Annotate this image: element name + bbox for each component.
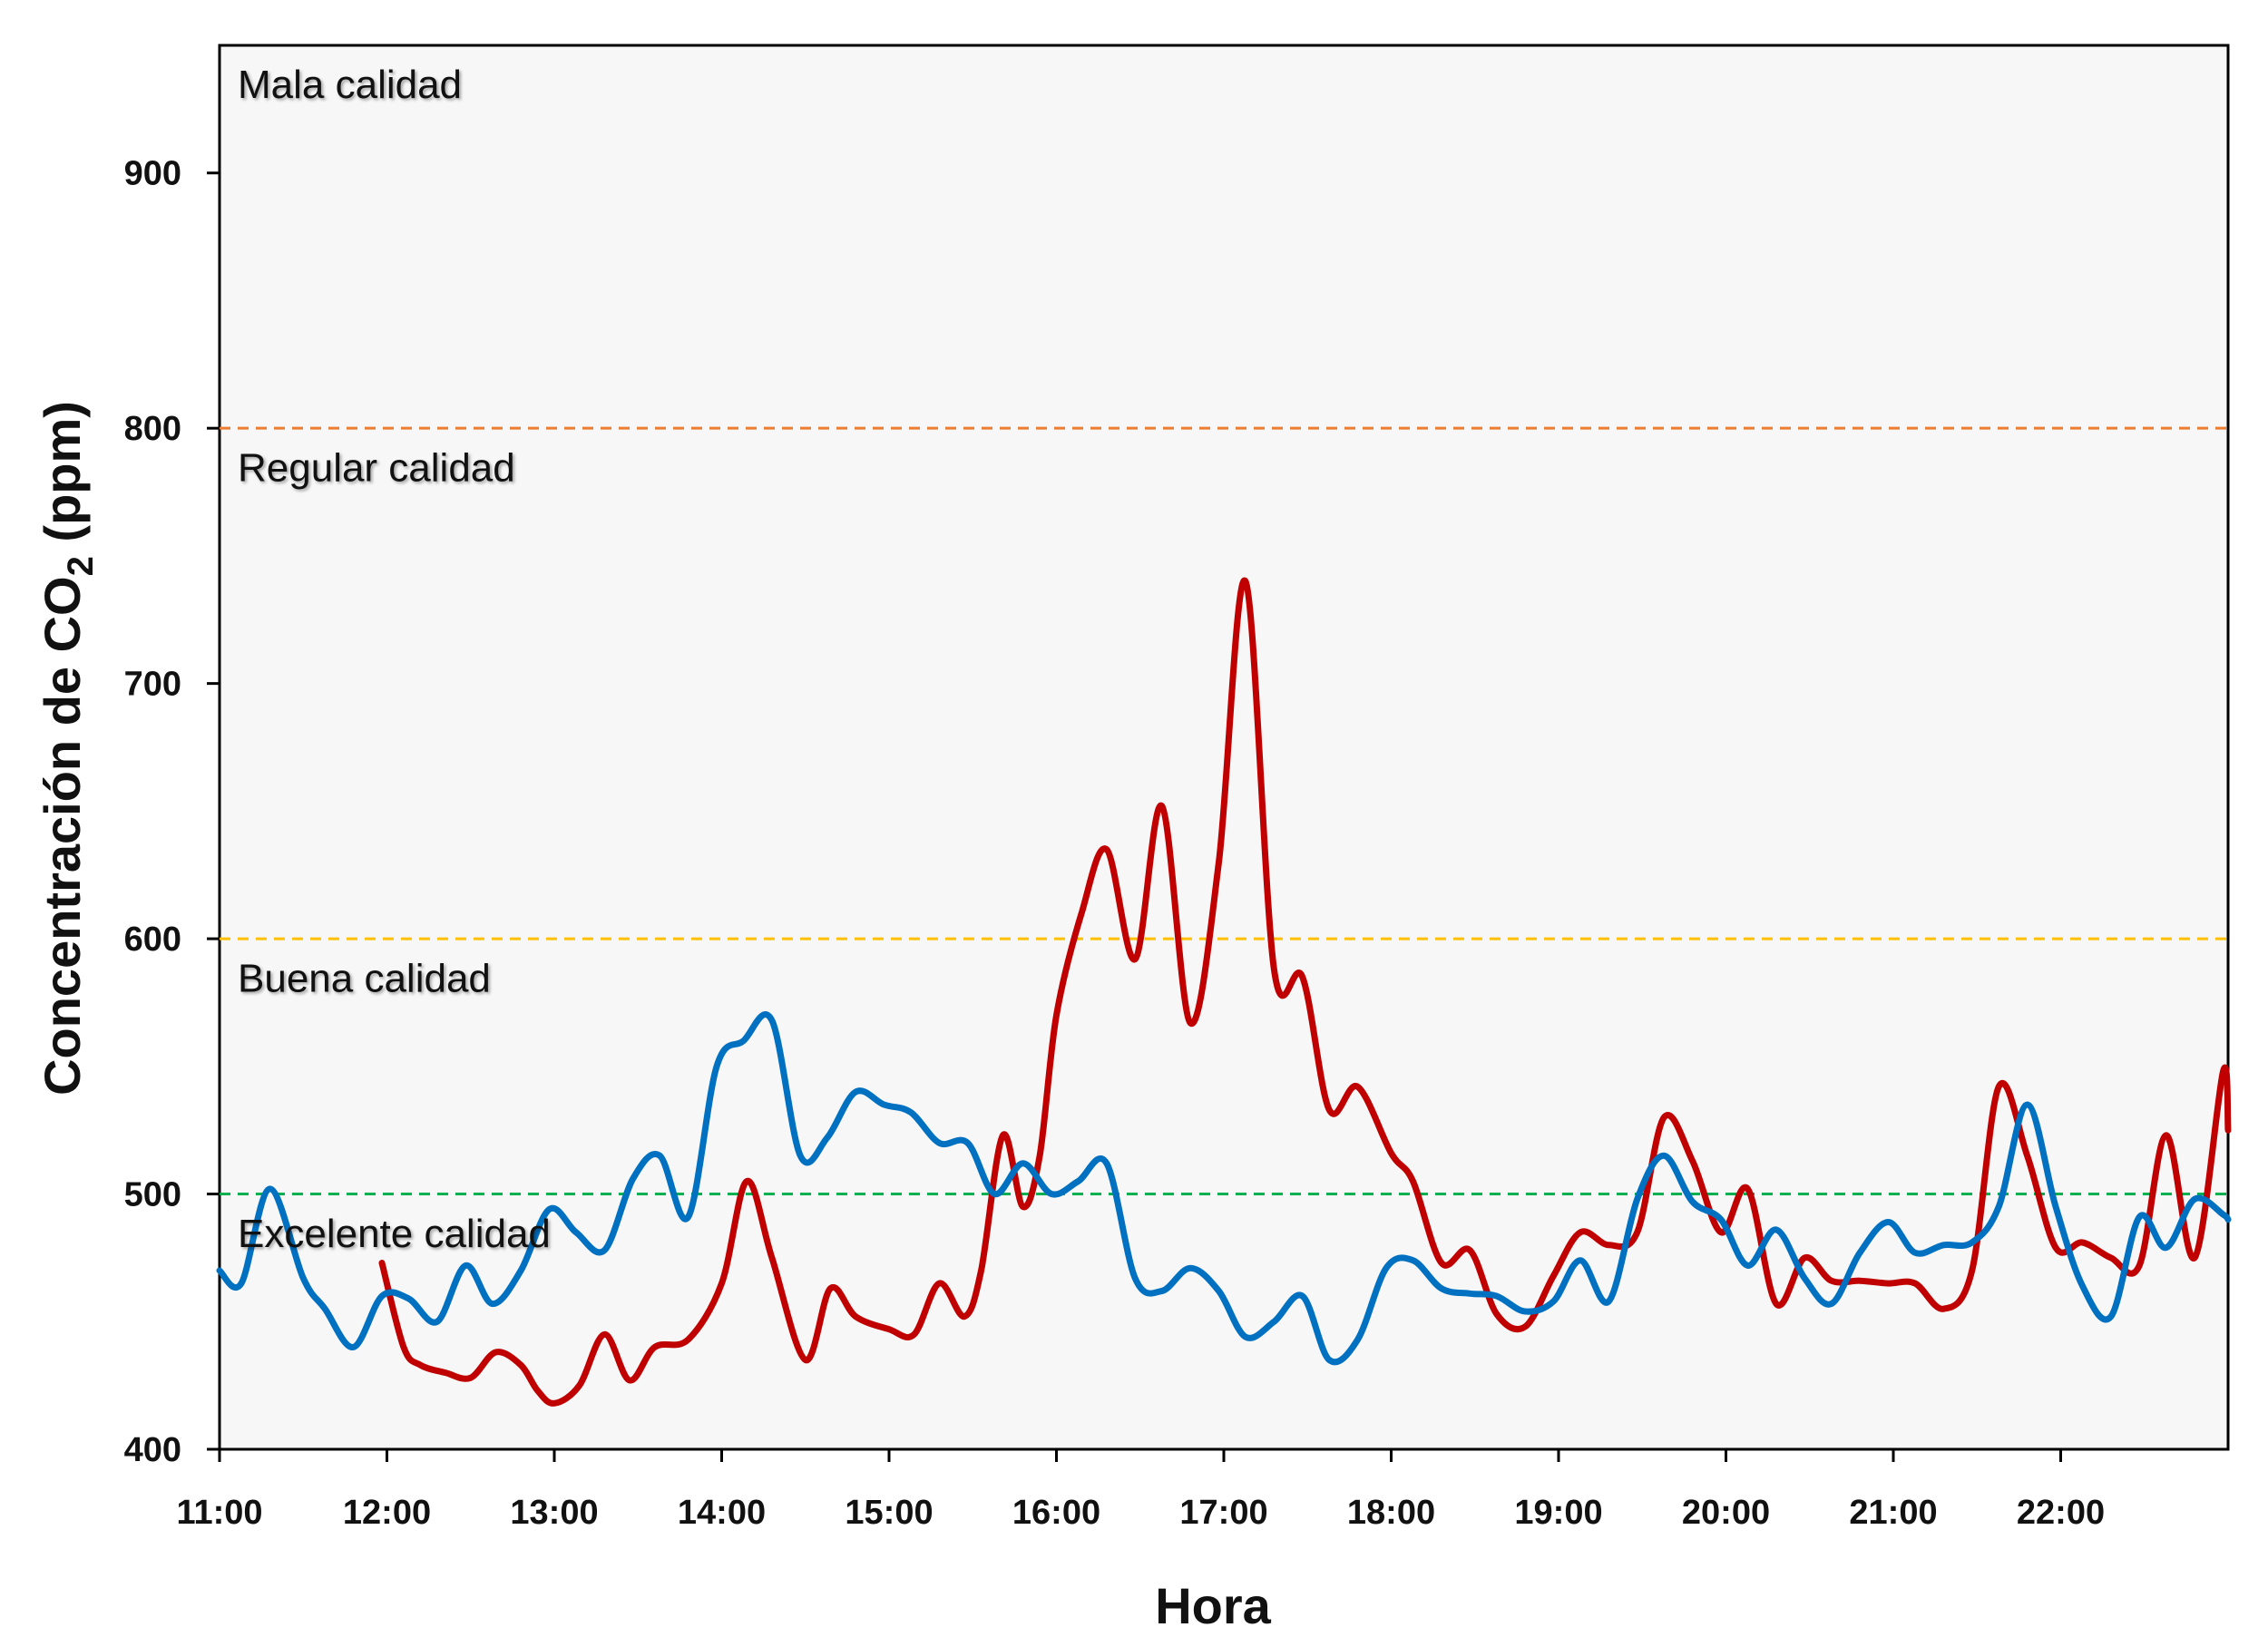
x-tick-label-2: 13:00 <box>510 1494 598 1532</box>
x-tick-label-6: 17:00 <box>1179 1494 1267 1532</box>
x-tick-label-4: 15:00 <box>845 1494 933 1532</box>
x-tick-label-7: 18:00 <box>1347 1494 1435 1532</box>
x-tick-label-0: 11:00 <box>176 1494 262 1532</box>
zone-label-1: Mala calidad <box>238 63 462 107</box>
x-axis: 11:00 12:00 13:00 14:00 15:00 16:00 17:00 18:00… <box>176 1449 2105 1532</box>
y-tick-label-500: 500 <box>124 1176 181 1214</box>
series-lines <box>216 577 2232 1407</box>
y-tick-label-800: 800 <box>124 410 181 448</box>
y-axis-title-unit: (ppm) <box>34 401 91 556</box>
plot-area <box>218 44 2230 1451</box>
y-axis: 400 500 600 700 800 900 <box>124 155 220 1469</box>
series-line-2 <box>216 1011 2232 1366</box>
x-tick-label-11: 22:00 <box>2017 1494 2105 1532</box>
x-tick-label-8: 19:00 <box>1514 1494 1602 1532</box>
x-tick-label-5: 16:00 <box>1012 1494 1100 1532</box>
series-line-1 <box>378 577 2232 1407</box>
y-axis-title: Concentración de CO2 (ppm) <box>34 401 101 1096</box>
zone-label-3: Buena calidad <box>238 956 491 1000</box>
x-axis-title: Hora <box>1155 1577 1271 1634</box>
x-tick-label-3: 14:00 <box>678 1494 766 1532</box>
zone-label-4: Excelente calidad <box>238 1212 551 1256</box>
y-tick-label-700: 700 <box>124 666 181 704</box>
x-tick-label-1: 12:00 <box>343 1494 431 1532</box>
x-tick-label-9: 20:00 <box>1682 1494 1770 1532</box>
x-tick-label-10: 21:00 <box>1849 1494 1937 1532</box>
threshold-lines <box>220 426 2228 1196</box>
y-axis-title-subscript: 2 <box>61 556 101 576</box>
y-axis-title-main: Concentración de CO <box>34 576 91 1096</box>
y-tick-label-600: 600 <box>124 921 181 959</box>
y-tick-label-900: 900 <box>124 155 181 193</box>
y-tick-label-400: 400 <box>124 1431 181 1469</box>
zone-label-2: Regular calidad <box>238 445 515 490</box>
zone-labels: Mala calidad Regular calidad Buena calidad… <box>238 63 551 1256</box>
